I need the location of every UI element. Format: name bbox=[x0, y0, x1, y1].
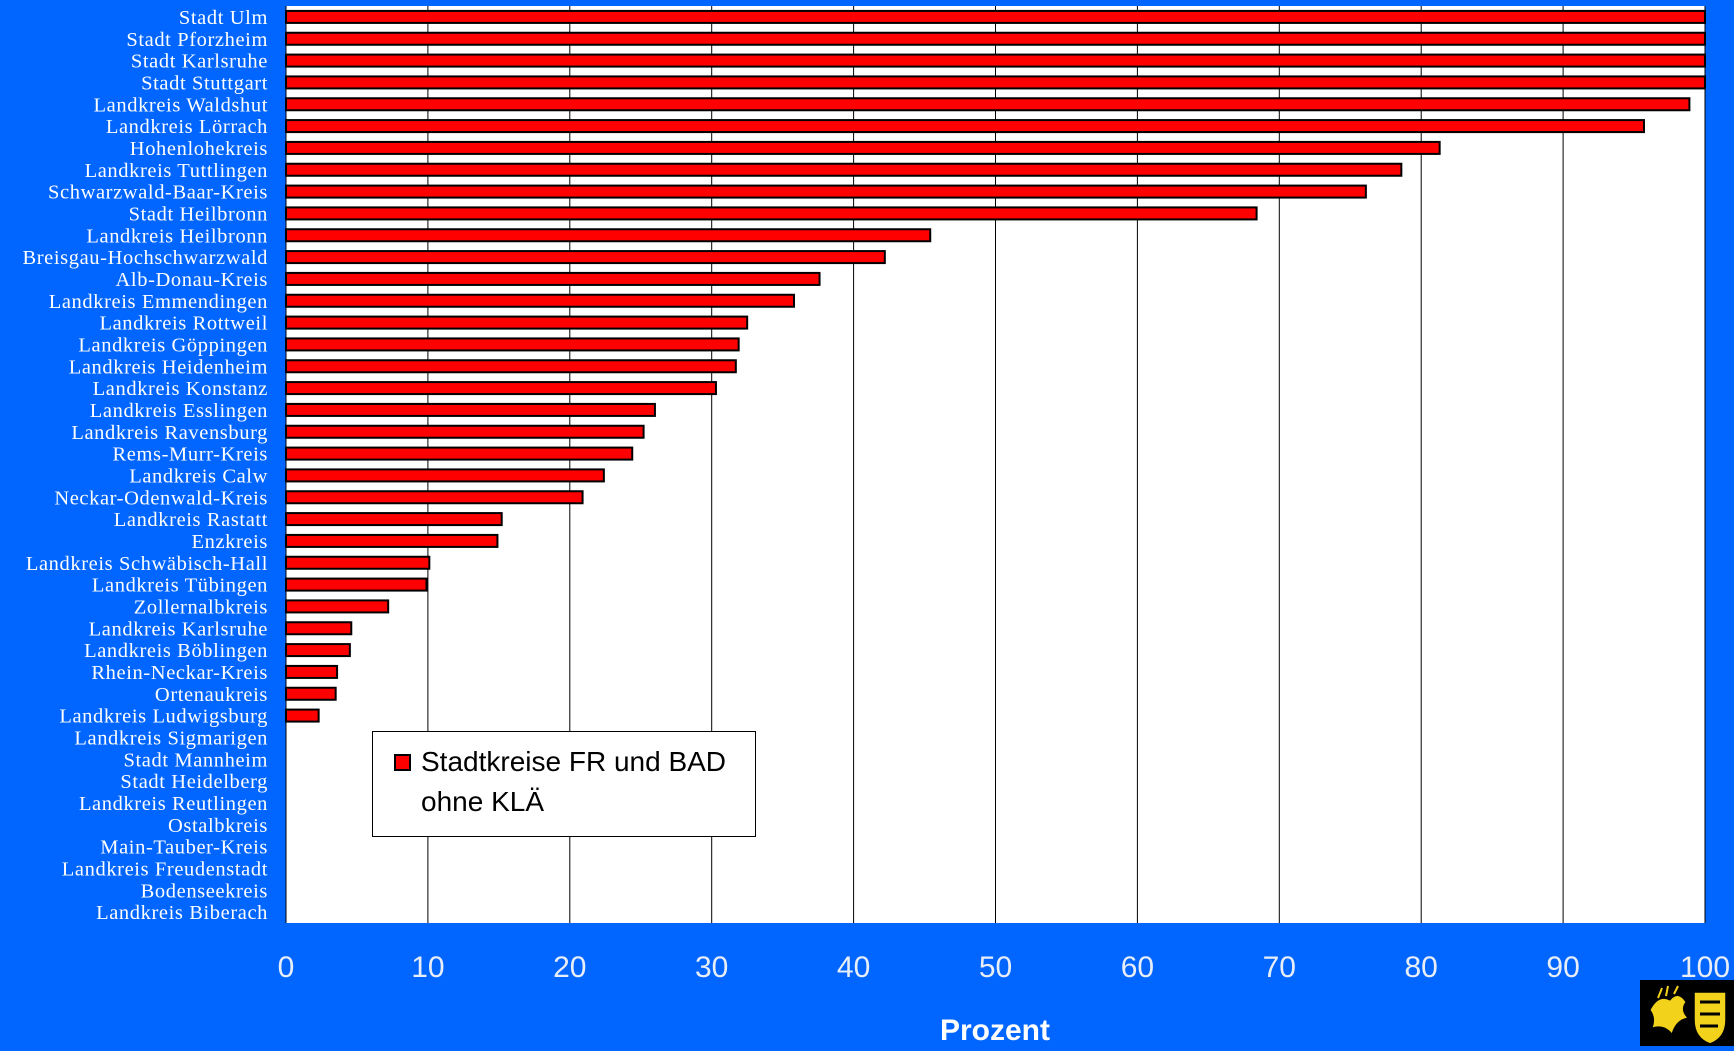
bar bbox=[285, 271, 821, 286]
category-label: Landkreis Reutlingen bbox=[79, 793, 268, 815]
category-label: Landkreis Sigmarigen bbox=[74, 727, 268, 749]
bar bbox=[285, 250, 886, 265]
category-label: Landkreis Freudenstadt bbox=[62, 858, 268, 880]
x-tick-labels: 0 10 20 30 40 50 60 70 80 90 100 bbox=[278, 951, 1730, 984]
category-label: Landkreis Biberach bbox=[96, 902, 268, 924]
category-label: Stadt Mannheim bbox=[124, 749, 268, 771]
category-label: Landkreis Tuttlingen bbox=[85, 160, 268, 182]
bar bbox=[285, 337, 740, 352]
category-label: Landkreis Heidenheim bbox=[69, 356, 268, 378]
category-label: Stadt Ulm bbox=[179, 7, 268, 29]
x-tick-label: 30 bbox=[695, 951, 728, 984]
x-tick-label: 80 bbox=[1405, 951, 1438, 984]
legend-label: Stadtkreise FR und BAD ohne KLÄ bbox=[421, 746, 727, 817]
bar bbox=[285, 446, 634, 461]
bar bbox=[285, 9, 1706, 24]
x-tick-label: 20 bbox=[553, 951, 586, 984]
bar bbox=[285, 577, 428, 592]
bar bbox=[285, 621, 353, 636]
category-label: Landkreis Konstanz bbox=[93, 378, 268, 400]
bar bbox=[285, 708, 320, 723]
category-label: Landkreis Heilbronn bbox=[86, 225, 268, 247]
bars bbox=[285, 9, 1706, 723]
category-label: Ortenaukreis bbox=[155, 684, 268, 706]
category-label: Enzkreis bbox=[191, 531, 268, 553]
x-tick-label: 90 bbox=[1546, 951, 1579, 984]
bar bbox=[285, 533, 499, 548]
category-label: Landkreis Rottweil bbox=[99, 313, 268, 335]
bar bbox=[285, 643, 351, 658]
bar bbox=[285, 206, 1258, 221]
bar bbox=[285, 512, 503, 527]
x-tick-label: 10 bbox=[411, 951, 444, 984]
bar bbox=[285, 468, 605, 483]
category-label: Stadt Heidelberg bbox=[120, 771, 268, 793]
x-tick-label: 50 bbox=[979, 951, 1012, 984]
bar bbox=[285, 599, 390, 614]
category-label: Ostalbkreis bbox=[168, 815, 268, 837]
bar bbox=[285, 402, 656, 417]
category-label: Stadt Heilbronn bbox=[129, 203, 268, 225]
bar bbox=[285, 315, 749, 330]
bar bbox=[285, 293, 796, 308]
category-label: Hohenlohekreis bbox=[130, 138, 268, 160]
legend: Stadtkreise FR und BAD ohne KLÄ bbox=[372, 731, 756, 837]
category-label: Landkreis Karlsruhe bbox=[89, 618, 268, 640]
category-label: Schwarzwald-Baar-Kreis bbox=[48, 182, 268, 204]
category-label: Rems-Murr-Kreis bbox=[113, 444, 268, 466]
bar bbox=[285, 228, 932, 243]
category-label: Landkreis Emmendingen bbox=[49, 291, 268, 313]
bar bbox=[285, 424, 645, 439]
bar bbox=[285, 162, 1403, 177]
bar bbox=[285, 97, 1691, 112]
bar bbox=[285, 664, 339, 679]
bar bbox=[285, 381, 717, 396]
grid-lines bbox=[285, 6, 1706, 923]
x-tick-label: 70 bbox=[1263, 951, 1296, 984]
category-label: Landkreis Schwäbisch-Hall bbox=[26, 553, 268, 575]
legend-swatch bbox=[394, 754, 411, 771]
bar bbox=[285, 555, 431, 570]
category-label: Zollernalbkreis bbox=[134, 596, 268, 618]
category-label: Main-Tauber-Kreis bbox=[100, 837, 268, 859]
category-label: Landkreis Rastatt bbox=[114, 509, 268, 531]
category-label: Neckar-Odenwald-Kreis bbox=[54, 487, 268, 509]
category-label: Stadt Karlsruhe bbox=[131, 51, 268, 73]
category-label: Landkreis Lörrach bbox=[106, 116, 268, 138]
x-axis-title: Prozent bbox=[940, 1014, 1050, 1046]
category-label: Landkreis Calw bbox=[129, 465, 268, 487]
category-label: Bodenseekreis bbox=[141, 880, 268, 902]
x-tick-label: 0 bbox=[278, 951, 295, 984]
category-label: Landkreis Ludwigsburg bbox=[59, 706, 268, 728]
bar bbox=[285, 490, 584, 505]
category-label: Landkreis Esslingen bbox=[90, 400, 268, 422]
category-label: Landkreis Waldshut bbox=[94, 94, 268, 116]
bar bbox=[285, 140, 1441, 155]
bar bbox=[285, 359, 737, 374]
bar bbox=[285, 184, 1367, 199]
bar bbox=[285, 31, 1706, 46]
x-tick-label: 60 bbox=[1121, 951, 1154, 984]
bar bbox=[285, 53, 1706, 68]
category-label: Stadt Stuttgart bbox=[141, 72, 268, 94]
coat-of-arms-icon bbox=[1640, 980, 1734, 1046]
bar bbox=[285, 686, 337, 701]
bar bbox=[285, 75, 1706, 90]
category-label: Stadt Pforzheim bbox=[126, 29, 268, 51]
category-label: Alb-Donau-Kreis bbox=[116, 269, 268, 291]
x-tick-label: 40 bbox=[837, 951, 870, 984]
category-label: Breisgau-Hochschwarzwald bbox=[22, 247, 268, 269]
x-tick-label: 100 bbox=[1680, 951, 1730, 984]
category-label: Landkreis Ravensburg bbox=[71, 422, 268, 444]
category-label: Landkreis Göppingen bbox=[78, 334, 268, 356]
category-label: Landkreis Böblingen bbox=[84, 640, 268, 662]
bar bbox=[285, 119, 1645, 134]
category-label: Rhein-Neckar-Kreis bbox=[91, 662, 268, 684]
category-label: Landkreis Tübingen bbox=[92, 575, 268, 597]
